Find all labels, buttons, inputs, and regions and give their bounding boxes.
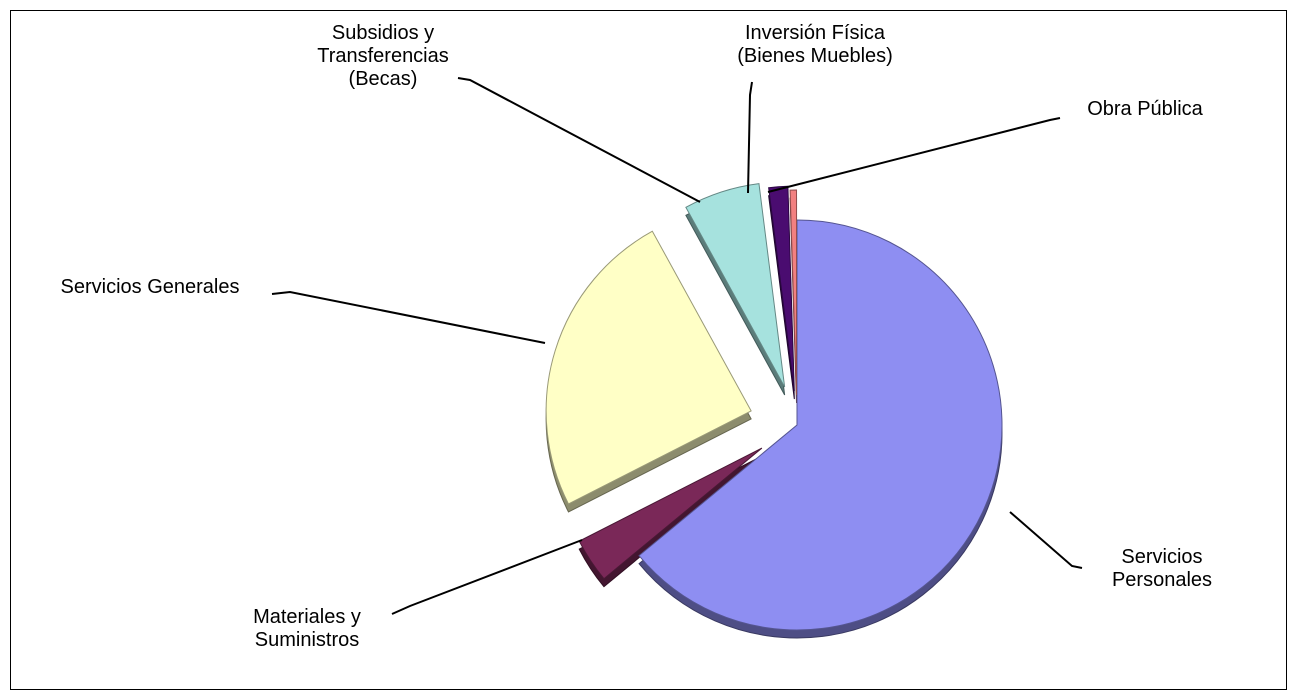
leader-line — [457, 77, 701, 203]
slice — [545, 230, 752, 505]
slice-label: Servicios Generales — [60, 276, 240, 298]
leader-line — [767, 117, 1061, 193]
slice — [638, 219, 1003, 631]
slice-label: Materiales y Suministros — [253, 606, 361, 651]
slice-label: Servicios Personales — [1111, 546, 1213, 591]
leader-line — [271, 290, 546, 344]
slice-label: Subsidios y Transferencias (Becas) — [317, 22, 449, 90]
leader-line — [1009, 511, 1083, 569]
slice — [685, 183, 786, 388]
slice-label: Obra Pública — [1087, 98, 1203, 120]
leader-line — [391, 539, 583, 615]
slice-label: Inversión Física (Bienes Muebles) — [737, 22, 893, 67]
leader-lines — [271, 77, 1083, 615]
pie — [545, 183, 1003, 639]
slice — [789, 189, 798, 396]
leader-line — [747, 81, 753, 194]
